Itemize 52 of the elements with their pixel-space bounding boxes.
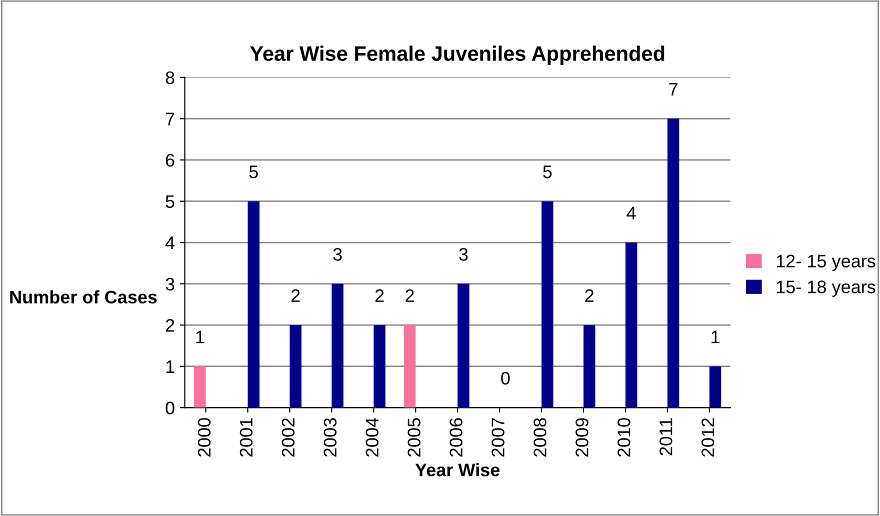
data-label: 3 bbox=[333, 248, 342, 261]
bar bbox=[332, 284, 344, 408]
y-tick-label: 4 bbox=[165, 236, 175, 250]
bar bbox=[458, 284, 470, 408]
y-tick-label: 0 bbox=[166, 402, 174, 414]
x-tick-label: 2000 bbox=[198, 418, 211, 457]
x-tick-label: 2011 bbox=[660, 418, 672, 456]
chart-title: Year Wise Female Juveniles Apprehended bbox=[250, 46, 664, 66]
y-axis-title: Number of Cases bbox=[10, 290, 157, 304]
y-tick-label: 5 bbox=[166, 195, 174, 208]
bar bbox=[404, 325, 416, 408]
x-tick-label: 2006 bbox=[450, 418, 462, 457]
data-label: 2 bbox=[585, 289, 594, 302]
y-tick-label: 2 bbox=[166, 319, 174, 332]
x-tick-label: 2010 bbox=[618, 418, 630, 457]
data-label: 2 bbox=[375, 289, 384, 302]
data-label: 1 bbox=[712, 330, 720, 344]
x-tick-label: 2007 bbox=[492, 418, 504, 457]
y-tick-label: 6 bbox=[166, 154, 174, 167]
x-axis-title: Year Wise bbox=[415, 463, 500, 476]
x-tick-label: 2002 bbox=[282, 418, 295, 457]
x-tick-label: 2004 bbox=[366, 418, 379, 457]
x-tick-label: 2005 bbox=[408, 418, 420, 457]
bar bbox=[709, 366, 722, 408]
y-tick-label: 1 bbox=[166, 360, 174, 373]
bar bbox=[290, 325, 302, 408]
bar bbox=[625, 242, 638, 408]
legend-label: 15- 18 years bbox=[776, 280, 876, 297]
data-label: 7 bbox=[669, 83, 678, 96]
data-label: 5 bbox=[249, 166, 258, 178]
bar bbox=[248, 201, 260, 408]
data-label: 2 bbox=[406, 289, 414, 302]
y-tick-label: 7 bbox=[166, 112, 174, 126]
x-tick-label: 2009 bbox=[576, 418, 588, 457]
x-tick-label: 2001 bbox=[240, 418, 253, 457]
data-label: 4 bbox=[626, 206, 636, 220]
legend-label: 12- 15 years bbox=[776, 254, 876, 272]
data-label: 3 bbox=[459, 248, 468, 261]
data-label: 2 bbox=[291, 289, 300, 302]
y-tick-label: 3 bbox=[166, 278, 174, 291]
data-label: 1 bbox=[196, 330, 204, 344]
x-tick-label: 2003 bbox=[324, 418, 337, 457]
bar bbox=[542, 201, 554, 408]
x-tick-label: 2012 bbox=[701, 418, 714, 457]
data-label: 5 bbox=[543, 166, 552, 178]
x-tick-label: 2008 bbox=[534, 418, 546, 457]
y-tick-label: 8 bbox=[166, 71, 174, 84]
data-label: 0 bbox=[501, 372, 510, 385]
bar bbox=[194, 366, 206, 408]
bar bbox=[584, 325, 596, 408]
bar bbox=[374, 325, 386, 408]
bar bbox=[667, 118, 680, 408]
